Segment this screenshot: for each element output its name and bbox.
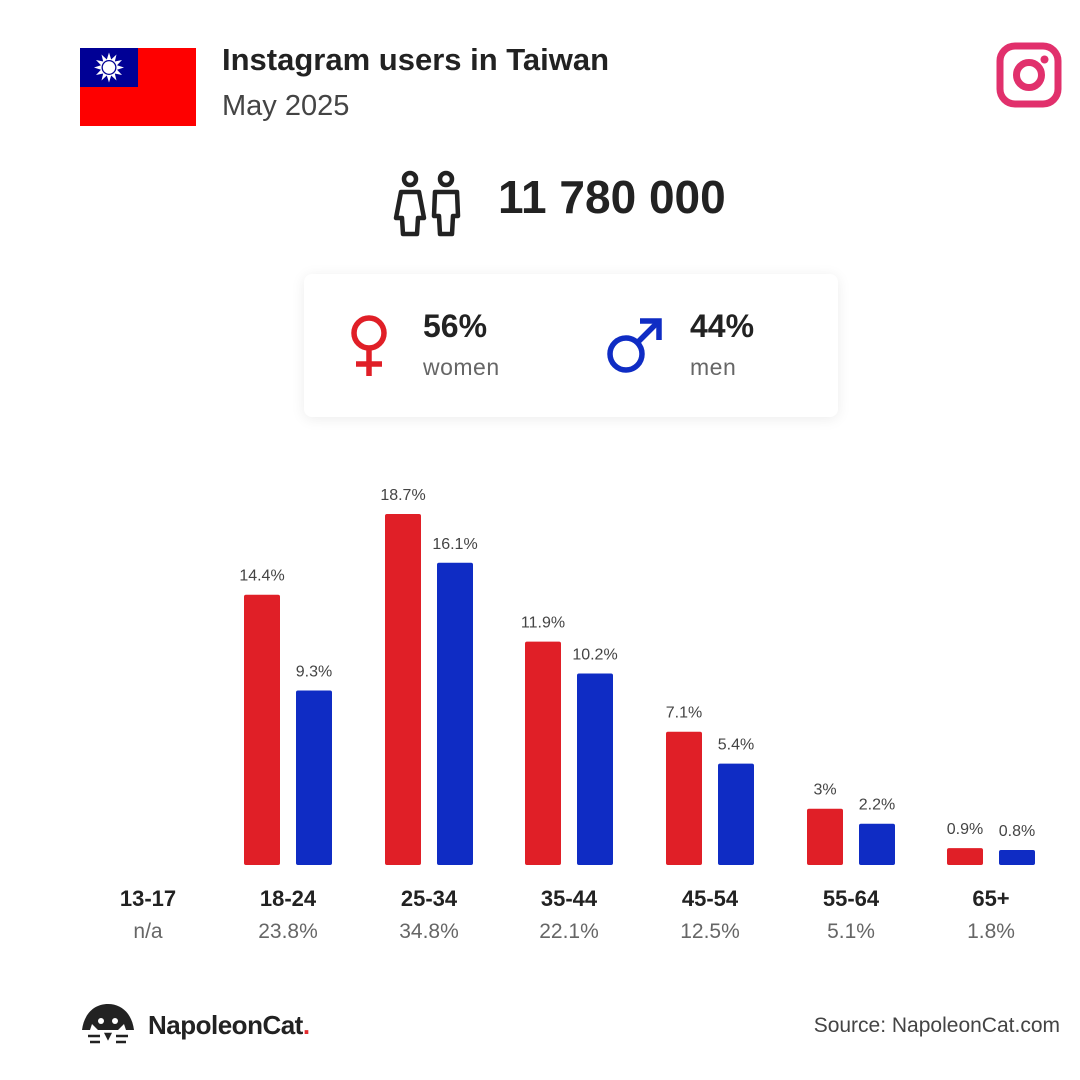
bar-women-65+ xyxy=(947,848,983,865)
bar-men-18-24 xyxy=(296,690,332,865)
women-label: women xyxy=(423,354,500,380)
data-label-men-25-34: 16.1% xyxy=(432,536,477,553)
bar-men-45-54 xyxy=(718,763,754,865)
men-label: men xyxy=(690,354,737,380)
category-total-45-54: 12.5% xyxy=(680,920,740,943)
category-label-35-44: 35-44 xyxy=(541,886,598,911)
napoleoncat-logo-icon xyxy=(82,1004,134,1044)
bar-men-65+ xyxy=(999,849,1035,865)
age-gender-bar-chart: 13-17 n/a 14.4% 9.3% 18-24 23.8% 18.7% 16.1% 25-… xyxy=(120,487,1035,943)
data-label-men-45-54: 5.4% xyxy=(718,737,754,754)
bar-women-55-64 xyxy=(807,808,843,865)
page-subtitle: May 2025 xyxy=(222,90,350,122)
instagram-icon xyxy=(996,42,1062,108)
brand-dot: . xyxy=(302,1010,310,1040)
data-label-women-55-64: 3% xyxy=(813,782,836,799)
brand-name-text: NapoleonCat xyxy=(148,1010,303,1040)
bar-women-25-34 xyxy=(385,514,421,865)
category-label-18-24: 18-24 xyxy=(260,886,317,911)
male-symbol-icon xyxy=(607,318,662,373)
data-label-men-65+: 0.8% xyxy=(999,823,1035,840)
female-symbol-icon xyxy=(351,315,387,376)
women-percentage: 56% xyxy=(423,308,488,344)
page-title: Instagram users in Taiwan xyxy=(222,42,610,77)
category-label-55-64: 55-64 xyxy=(823,886,880,911)
taiwan-flag-icon xyxy=(80,48,196,126)
category-total-55-64: 5.1% xyxy=(827,920,875,943)
data-label-women-18-24: 14.4% xyxy=(239,568,284,585)
bar-men-55-64 xyxy=(859,823,895,865)
category-label-25-34: 25-34 xyxy=(401,886,458,911)
data-label-women-65+: 0.9% xyxy=(947,821,983,838)
bar-women-35-44 xyxy=(525,641,561,865)
bar-women-18-24 xyxy=(244,594,280,865)
gender-summary-card: 56% women 44% men xyxy=(304,274,838,417)
data-label-men-55-64: 2.2% xyxy=(859,797,895,814)
men-percentage: 44% xyxy=(690,308,755,344)
brand-name: NapoleonCat. xyxy=(148,1010,310,1041)
bar-men-35-44 xyxy=(577,673,613,865)
source-credit: Source: NapoleonCat.com xyxy=(813,1014,1060,1037)
category-total-25-34: 34.8% xyxy=(399,920,459,943)
data-label-men-18-24: 9.3% xyxy=(296,663,332,680)
category-total-13-17: n/a xyxy=(133,920,163,943)
data-label-women-45-54: 7.1% xyxy=(666,705,702,722)
category-label-13-17: 13-17 xyxy=(120,886,176,911)
bar-men-25-34 xyxy=(437,562,473,865)
category-total-18-24: 23.8% xyxy=(258,920,318,943)
data-label-women-35-44: 11.9% xyxy=(521,615,565,632)
category-total-65+: 1.8% xyxy=(967,920,1015,943)
people-icon xyxy=(393,170,461,237)
data-label-women-25-34: 18.7% xyxy=(380,487,425,504)
total-users: 11 780 000 xyxy=(498,171,726,223)
category-label-45-54: 45-54 xyxy=(682,886,739,911)
category-label-65+: 65+ xyxy=(972,886,1009,911)
data-label-men-35-44: 10.2% xyxy=(572,647,617,664)
bar-women-45-54 xyxy=(666,731,702,865)
category-total-35-44: 22.1% xyxy=(539,920,599,943)
